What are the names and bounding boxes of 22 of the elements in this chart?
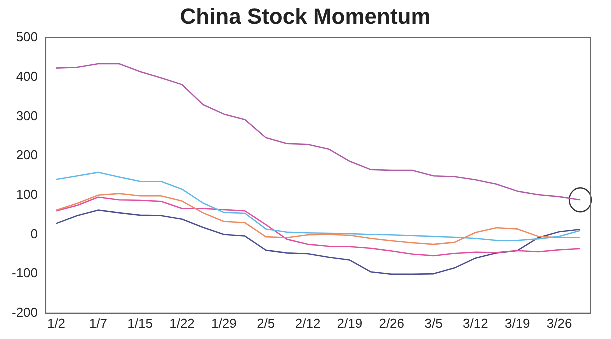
y-tick-label: 200 (16, 148, 38, 163)
chart-title: China Stock Momentum (179, 4, 432, 30)
y-tick-label: -100 (12, 266, 38, 281)
x-tick-label: 1/15 (128, 316, 153, 331)
x-tick-label: 3/5 (424, 316, 443, 331)
x-tick-label: 1/29 (212, 316, 237, 331)
x-tick-label: 3/19 (504, 316, 530, 331)
y-tick-label: 0 (30, 226, 38, 242)
x-tick-label: 1/7 (89, 316, 108, 331)
y-tick-label: 100 (16, 186, 38, 202)
y-tick-label: 400 (16, 68, 38, 84)
x-tick-label: 3/26 (546, 316, 572, 331)
x-tick-label: 3/12 (463, 316, 488, 331)
x-tick-label: 2/19 (337, 316, 363, 331)
x-tick-label: 2/5 (257, 316, 276, 331)
y-tick-label: 300 (16, 108, 38, 124)
x-tick-label: 1/2 (47, 316, 66, 331)
x-tick-label: 1/22 (170, 316, 195, 331)
y-tick-label: -200 (12, 304, 38, 320)
y-tick-label: 500 (16, 30, 38, 45)
x-tick-label: 2/12 (295, 316, 321, 331)
x-tick-label: 2/26 (379, 316, 405, 331)
